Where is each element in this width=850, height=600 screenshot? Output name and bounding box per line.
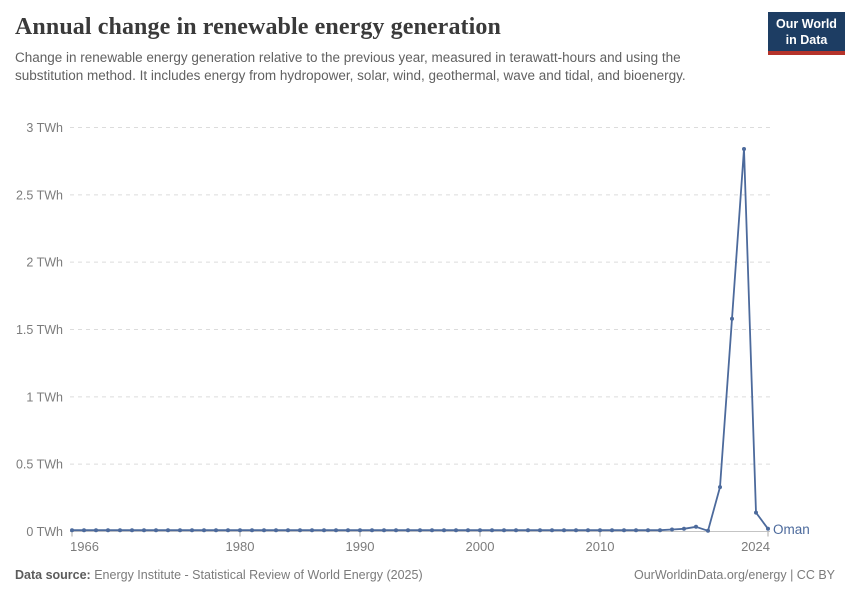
- data-source-label: Data source:: [15, 568, 91, 582]
- y-axis-tick-label: 2.5 TWh: [16, 188, 63, 202]
- data-point-marker: [334, 528, 338, 533]
- owid-logo: Our World in Data: [768, 12, 845, 55]
- data-point-marker: [658, 528, 662, 533]
- data-point-marker: [682, 526, 686, 531]
- entity-label-oman: Oman: [773, 522, 810, 537]
- data-point-marker: [238, 528, 242, 533]
- data-point-marker: [742, 147, 746, 151]
- y-axis-tick-label: 1.5 TWh: [16, 323, 63, 337]
- data-point-marker: [766, 526, 770, 531]
- data-point-marker: [478, 528, 482, 533]
- data-point-marker: [574, 528, 578, 533]
- series-line-oman: [71, 148, 769, 532]
- data-point-marker: [322, 528, 326, 533]
- owid-logo-line1: Our World: [776, 17, 837, 31]
- data-point-marker: [466, 528, 470, 533]
- data-point-marker: [670, 527, 674, 532]
- data-point-marker: [118, 528, 122, 533]
- data-point-marker: [346, 528, 350, 533]
- data-point-marker: [634, 528, 638, 533]
- data-point-marker: [754, 510, 758, 515]
- data-point-marker: [262, 528, 266, 533]
- data-point-marker: [154, 528, 158, 533]
- y-axis-tick-label: 2 TWh: [26, 256, 63, 270]
- data-point-marker: [646, 528, 650, 533]
- data-point-marker: [94, 528, 98, 533]
- data-point-marker: [454, 528, 458, 533]
- y-axis-tick-label: 0 TWh: [26, 525, 63, 539]
- chart-header: Annual change in renewable energy genera…: [15, 14, 835, 85]
- data-point-marker: [490, 528, 494, 533]
- data-point-marker: [526, 528, 530, 533]
- x-axis-tick-label: 1966: [70, 539, 99, 554]
- data-point-marker: [430, 528, 434, 533]
- data-point-marker: [502, 528, 506, 533]
- data-point-marker: [130, 528, 134, 533]
- data-point-marker: [694, 524, 698, 529]
- data-point-marker: [538, 528, 542, 533]
- x-axis-tick-label: 2000: [466, 539, 495, 554]
- data-point-marker: [190, 528, 194, 533]
- data-point-marker: [178, 528, 182, 533]
- data-point-marker: [706, 528, 710, 533]
- data-point-marker: [82, 528, 86, 533]
- data-point-marker: [70, 528, 74, 533]
- data-point-marker: [718, 485, 722, 490]
- data-point-marker: [370, 528, 374, 533]
- data-point-marker: [610, 528, 614, 533]
- data-point-marker: [562, 528, 566, 533]
- data-point-marker: [406, 528, 410, 533]
- data-point-marker: [214, 528, 218, 533]
- data-point-marker: [286, 528, 290, 533]
- data-point-marker: [442, 528, 446, 533]
- data-point-marker: [550, 528, 554, 533]
- data-point-marker: [250, 528, 254, 533]
- data-point-marker: [382, 528, 386, 533]
- data-point-marker: [586, 528, 590, 533]
- data-point-marker: [394, 528, 398, 533]
- data-point-marker: [418, 528, 422, 533]
- chart-footer: Data source: Energy Institute - Statisti…: [15, 568, 835, 582]
- data-source-text: Energy Institute - Statistical Review of…: [94, 568, 423, 582]
- x-axis-tick-label: 1990: [346, 539, 375, 554]
- x-axis-tick-label: 2010: [586, 539, 615, 554]
- x-axis-tick-label: 2024: [741, 539, 770, 554]
- data-point-marker: [622, 528, 626, 533]
- x-axis-tick-label: 1980: [226, 539, 255, 554]
- y-axis-tick-label: 1 TWh: [26, 390, 63, 404]
- data-point-marker: [298, 528, 302, 533]
- data-point-marker: [730, 316, 734, 321]
- data-point-marker: [310, 528, 314, 533]
- data-point-marker: [226, 528, 230, 533]
- data-point-marker: [106, 528, 110, 533]
- credit-note: OurWorldinData.org/energy | CC BY: [633, 568, 835, 582]
- chart-title: Annual change in renewable energy genera…: [15, 14, 501, 40]
- y-axis-tick-label: 3 TWh: [26, 121, 63, 135]
- data-source-note: Data source: Energy Institute - Statisti…: [15, 568, 423, 582]
- chart-subtitle: Change in renewable energy generation re…: [15, 50, 686, 83]
- owid-logo-line2: in Data: [785, 33, 828, 47]
- data-point-marker: [514, 528, 518, 533]
- y-axis-tick-label: 0.5 TWh: [16, 458, 63, 472]
- data-point-marker: [274, 528, 278, 533]
- data-point-marker: [202, 528, 206, 533]
- data-point-marker: [598, 528, 602, 533]
- data-point-marker: [166, 528, 170, 533]
- data-point-marker: [358, 528, 362, 533]
- data-point-marker: [142, 528, 146, 533]
